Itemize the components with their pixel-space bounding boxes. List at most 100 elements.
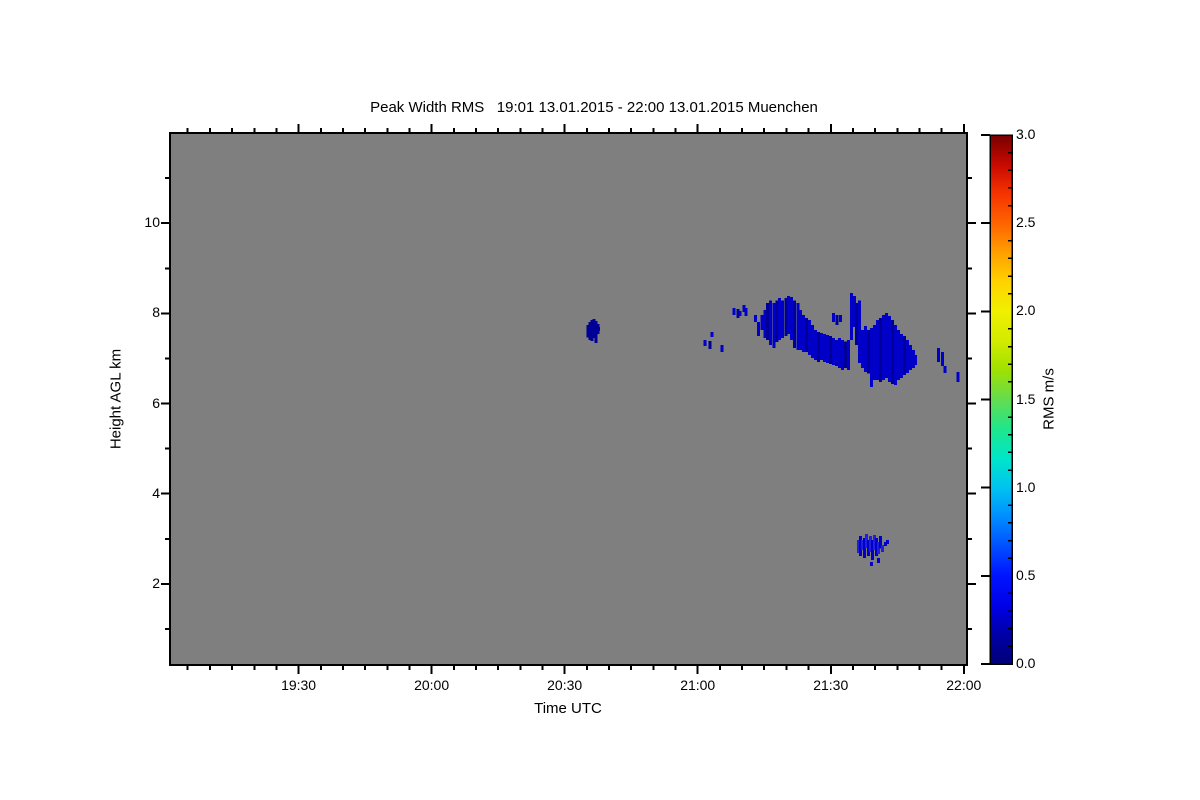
echo-stroke: [850, 293, 853, 340]
y-tick-label: 6: [152, 394, 160, 411]
echo-stroke: [891, 320, 894, 385]
echo-stroke: [835, 315, 839, 325]
echo-stroke: [908, 344, 912, 371]
echo-stroke: [885, 540, 889, 545]
echo-stroke: [860, 330, 864, 368]
echo-stroke: [896, 330, 900, 380]
echo-stroke: [829, 335, 832, 364]
echo-stroke: [871, 540, 874, 560]
echo-stroke: [858, 536, 862, 556]
echo-stroke: [784, 298, 788, 336]
echo-stroke: [875, 320, 879, 381]
echo-stroke: [864, 533, 868, 549]
echo-stroke: [597, 326, 601, 331]
x-tick-label: 19:30: [281, 677, 317, 693]
echo-stroke: [787, 296, 791, 335]
echo-stroke: [862, 537, 866, 559]
echo-stroke: [744, 307, 748, 316]
echo-stroke: [879, 317, 882, 382]
echo-stroke: [835, 339, 839, 366]
echo-stroke: [708, 340, 712, 349]
y-tick-label: 8: [152, 304, 160, 321]
echo-stroke: [903, 335, 906, 376]
echo-stroke: [820, 333, 823, 360]
echo-stroke: [738, 311, 742, 317]
echo-stroke: [876, 558, 880, 564]
echo-stroke: [867, 540, 870, 556]
colorbar-tick-label: 2.0: [1016, 302, 1036, 319]
echo-stroke: [760, 315, 764, 330]
echo-stroke: [754, 315, 758, 322]
echo-stroke: [775, 300, 779, 343]
x-tick-label: 21:30: [813, 677, 849, 693]
plot-title: Peak Width RMS 19:01 13.01.2015 - 22:00 …: [370, 99, 818, 116]
colorbar-tick-label: 2.5: [1016, 214, 1036, 231]
echo-stroke: [769, 300, 773, 345]
echo-stroke: [710, 331, 714, 338]
echo-stroke: [772, 303, 776, 349]
colorbar-tick-label: 0.5: [1016, 566, 1036, 583]
echo-stroke: [757, 321, 761, 336]
echo-stroke: [841, 339, 844, 371]
colorbar-tick-label: 3.0: [1016, 126, 1036, 142]
y-tick-label: 4: [152, 484, 160, 501]
echo-stroke: [778, 298, 782, 340]
echo-stroke: [852, 296, 856, 327]
colorbar-tick-label: 1.5: [1016, 390, 1036, 407]
echo-stroke: [884, 312, 888, 378]
echo-stroke: [876, 541, 880, 555]
echo-stroke: [899, 334, 903, 378]
colorbar-tick-label: 0.0: [1016, 655, 1036, 671]
echo-stroke: [831, 338, 835, 366]
echo-stroke: [881, 315, 885, 380]
echo-stroke: [811, 325, 815, 358]
echo-stroke: [893, 325, 897, 386]
echo-stroke: [796, 303, 800, 350]
echo-stroke: [913, 354, 917, 366]
x-tick-label: 20:30: [547, 677, 583, 693]
echo-stroke: [883, 541, 887, 546]
x-tick-label: 20:00: [414, 677, 450, 693]
echo-stroke: [781, 300, 785, 339]
echo-stroke: [588, 321, 592, 340]
echo-stroke: [855, 303, 859, 345]
echo-stroke: [868, 536, 872, 552]
echo-stroke: [856, 540, 860, 554]
echo-stroke: [763, 310, 767, 339]
echo-stroke: [911, 349, 915, 368]
echo-layer: [586, 293, 960, 566]
x-tick-label: 22:00: [946, 677, 982, 693]
echo-stroke: [887, 316, 891, 382]
echo-stroke: [793, 300, 797, 349]
echo-stroke: [870, 328, 873, 387]
echo-stroke: [590, 320, 594, 341]
echo-stroke: [838, 315, 842, 322]
echo-stroke: [790, 297, 794, 340]
echo-stroke: [592, 319, 596, 339]
echo-stroke: [936, 348, 940, 363]
echo-stroke: [720, 344, 724, 353]
colorbar: [990, 135, 1012, 664]
echo-stroke: [586, 325, 590, 338]
echo-stroke: [594, 321, 598, 344]
x-axis-label: Time UTC: [534, 700, 602, 717]
echo-stroke: [880, 545, 884, 552]
echo-stroke: [831, 312, 835, 322]
echo-stroke: [799, 310, 803, 350]
echo-stroke: [847, 339, 851, 371]
echo-stroke: [802, 315, 806, 353]
plot-frame: [169, 132, 968, 666]
echo-stroke: [805, 317, 809, 353]
echo-stroke: [817, 331, 820, 362]
echo-stroke: [867, 330, 870, 374]
echo-stroke: [742, 305, 746, 312]
echo-stroke: [826, 335, 830, 363]
echo-stroke: [940, 352, 944, 367]
echo-stroke: [843, 341, 847, 368]
colorbar-tick-label: 1.0: [1016, 478, 1036, 495]
echo-stroke: [943, 366, 947, 373]
x-tick-label: 21:00: [680, 677, 716, 693]
echo-stroke: [814, 330, 818, 360]
